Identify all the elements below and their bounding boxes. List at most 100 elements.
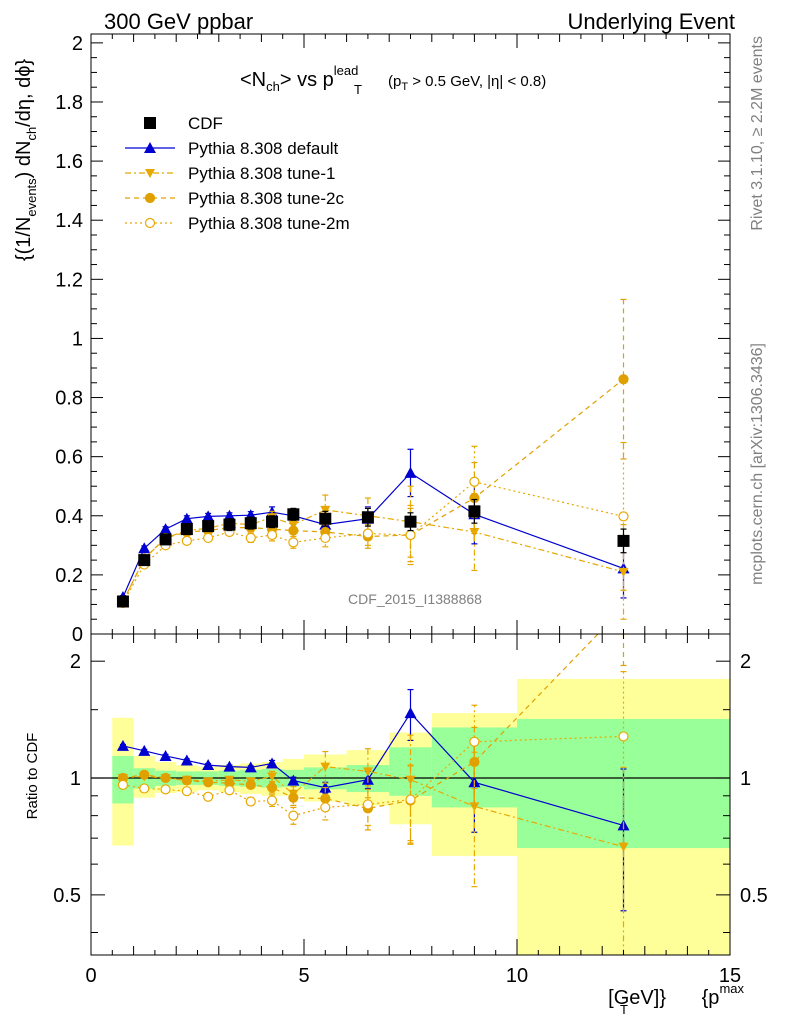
xlabel-sub: T [620, 1002, 628, 1017]
data-point [362, 799, 373, 810]
data-point [180, 512, 193, 524]
data-point [203, 777, 214, 788]
data-point [320, 532, 331, 544]
data-point [202, 759, 215, 771]
data-point [117, 779, 129, 791]
data-point [287, 774, 300, 786]
data-point [287, 508, 300, 521]
data-point [139, 783, 150, 794]
y-tick-label: 0.4 [55, 506, 83, 528]
data-point [202, 520, 215, 533]
data-point [266, 795, 278, 806]
data-point [116, 739, 129, 751]
data-point [618, 731, 629, 742]
ylabel-top-a: {(1/N [13, 217, 35, 261]
legend-item: Pythia 8.308 tune-2c [125, 189, 344, 208]
series-line [122, 481, 624, 604]
data-point [288, 537, 299, 548]
data-point [617, 534, 630, 547]
series-line [122, 472, 624, 598]
title-vs: > vs p [280, 69, 334, 91]
legend-marker [144, 142, 156, 153]
legend-item: CDF [144, 114, 223, 133]
y-tick-label: 1.2 [55, 269, 83, 291]
y-tick-label: 1.4 [55, 210, 83, 232]
data-point [469, 528, 480, 538]
data-point [404, 466, 417, 478]
data-point [245, 532, 256, 544]
title-cond-b: > 0.5 GeV, |η| < 0.8) [408, 73, 546, 90]
x-tick-label: 5 [298, 965, 309, 987]
data-point [618, 842, 629, 852]
ylabel-top: {(1/Nevents) dNch/dη, dϕ} [13, 59, 39, 262]
data-point [404, 707, 417, 719]
data-point [362, 767, 373, 777]
y-tick-label: 2 [72, 33, 83, 55]
data-point [181, 786, 192, 797]
legend-label: Pythia 8.308 tune-1 [188, 164, 335, 183]
data-point [319, 512, 332, 525]
data-point [203, 532, 214, 544]
title-cond-sub: T [401, 81, 408, 93]
data-point [244, 517, 257, 530]
header-right: Underlying Event [567, 9, 735, 34]
main-plot-area [116, 298, 630, 620]
data-point [267, 772, 278, 782]
data-point [320, 762, 331, 772]
y-tick-label: 1 [72, 328, 83, 350]
y-tick-label: 0 [72, 624, 83, 646]
series-pythia-8-308-tune-2m [117, 671, 629, 844]
ratio-plot-area [91, 634, 730, 955]
data-point [362, 528, 373, 539]
side-rivet-label: Rivet 3.1.10, ≥ 2.2M events [749, 36, 766, 231]
title-sub-ch: ch [266, 79, 280, 94]
analysis-watermark: CDF_2015_I1388868 [348, 591, 482, 607]
ratio-y-tick-label-right: 0.5 [740, 885, 768, 907]
title-sub-t: T [354, 82, 362, 97]
series-pythia-8-308-tune-2c [117, 298, 629, 607]
data-point [266, 757, 279, 769]
ratio-y-tick-label-right: 2 [740, 651, 751, 673]
data-point [223, 760, 236, 772]
title-cond-a: (p [388, 73, 401, 90]
data-point [245, 779, 256, 791]
data-point [320, 802, 331, 813]
data-point [160, 784, 171, 795]
data-point [404, 515, 417, 528]
ratio-y-tick-label: 1 [70, 768, 81, 790]
title-main: <N [240, 69, 266, 91]
ylabel-top-b: ) dN [13, 141, 35, 179]
header-left: 300 GeV ppbar [104, 9, 253, 34]
y-tick-label: 0.8 [55, 388, 83, 410]
data-point [288, 792, 299, 803]
data-point [159, 749, 172, 761]
data-point [468, 505, 481, 518]
data-point [266, 515, 279, 528]
legend-item: Pythia 8.308 tune-1 [125, 164, 335, 183]
xlabel-sup: max [719, 981, 744, 996]
data-point [116, 595, 129, 608]
x-tick-label: 10 [506, 965, 528, 987]
series-cdf [116, 498, 630, 608]
y-tick-label: 1.6 [55, 151, 83, 173]
ratio-y-tick-label: 2 [70, 651, 81, 673]
data-point [159, 523, 172, 535]
data-point [469, 476, 480, 487]
ratio-panel: 0.5 0.5 1 1 2 2 0 5 10 15 [53, 633, 768, 987]
legend-label: Pythia 8.308 tune-2m [188, 214, 350, 233]
series-pythia-8-308-default [116, 448, 630, 603]
data-point [469, 802, 480, 812]
data-point [203, 791, 214, 802]
legend-marker [144, 192, 156, 204]
plot-title: <Nch> vs plead T (pT > 0.5 GeV, |η| < 0.8) [240, 63, 546, 97]
data-point [138, 542, 151, 554]
legend-marker [145, 169, 155, 178]
data-point [223, 509, 236, 521]
data-point [618, 567, 629, 577]
data-point [139, 769, 150, 780]
legend-label: Pythia 8.308 tune-2c [188, 189, 344, 208]
data-point [288, 525, 299, 536]
data-point [361, 511, 374, 524]
main-panel: 0 0.2 0.4 0.6 0.8 1 1.2 1.4 1.6 1.8 2 CDF Pythia 8.3… [55, 33, 731, 646]
legend-marker [144, 217, 156, 229]
